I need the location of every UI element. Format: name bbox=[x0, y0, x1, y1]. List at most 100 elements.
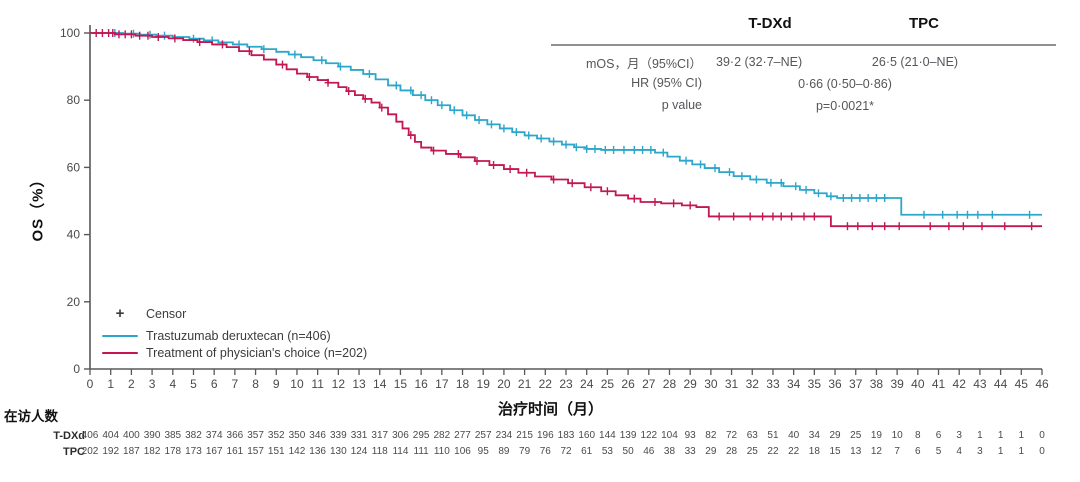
x-tick-label: 15 bbox=[394, 377, 408, 391]
x-tick-label: 3 bbox=[149, 377, 156, 391]
at-risk-value: 339 bbox=[330, 430, 347, 441]
legend-tpc-row: Treatment of physician's choice (n=202) bbox=[102, 345, 367, 361]
censor-plus-icon: + bbox=[115, 305, 125, 322]
x-tick-label: 0 bbox=[87, 377, 94, 391]
at-risk-values-tdxd: 406 404 400 390 385 382 374 366 357 352 350 346 339 3… bbox=[0, 430, 1080, 444]
x-tick-label: 20 bbox=[497, 377, 511, 391]
at-risk-title: 在访人数 bbox=[4, 409, 58, 424]
x-tick-label: 37 bbox=[849, 377, 863, 391]
x-tick-label: 13 bbox=[352, 377, 366, 391]
stats-row1-label: mOS，月（95%CI） bbox=[586, 57, 702, 71]
at-risk-value: 196 bbox=[536, 430, 554, 441]
at-risk-value: 178 bbox=[164, 446, 182, 457]
legend-tpc-label: Treatment of physician's choice (n=202) bbox=[146, 346, 368, 360]
at-risk-value: 1 bbox=[977, 430, 983, 441]
y-tick-label: 20 bbox=[67, 295, 81, 309]
at-risk-value: 95 bbox=[477, 446, 489, 457]
at-risk-value: 22 bbox=[767, 446, 779, 457]
at-risk-value: 79 bbox=[519, 446, 531, 457]
y-tick-label: 100 bbox=[60, 26, 80, 40]
tpc-line-swatch bbox=[102, 351, 138, 355]
at-risk-value: 82 bbox=[705, 430, 717, 441]
at-risk-value: 400 bbox=[123, 430, 140, 441]
legend-censor-row: + Censor bbox=[102, 305, 187, 322]
at-risk-value: 93 bbox=[684, 430, 696, 441]
x-tick-label: 35 bbox=[808, 377, 822, 391]
x-tick-label: 31 bbox=[725, 377, 739, 391]
stats-row3-value: p=0·0021* bbox=[815, 99, 875, 113]
at-risk-value: 104 bbox=[661, 430, 678, 441]
at-risk-value: 22 bbox=[788, 446, 800, 457]
at-risk-value: 33 bbox=[684, 446, 696, 457]
at-risk-value: 346 bbox=[309, 430, 326, 441]
at-risk-value: 89 bbox=[498, 446, 510, 457]
at-risk-value: 110 bbox=[433, 446, 450, 457]
at-risk-value: 295 bbox=[412, 430, 430, 441]
x-tick-label: 5 bbox=[190, 377, 197, 391]
stats-row2-label: HR (95% CI) bbox=[631, 76, 702, 90]
legend-censor-label: Censor bbox=[146, 307, 187, 321]
at-risk-value: 25 bbox=[746, 446, 758, 457]
stats-col-header-tpc: TPC bbox=[909, 15, 939, 32]
at-risk-value: 357 bbox=[247, 430, 264, 441]
at-risk-row-label-tdxd: T-DXd bbox=[53, 430, 85, 442]
at-risk-value: 350 bbox=[288, 430, 306, 441]
at-risk-value: 157 bbox=[247, 446, 264, 457]
at-risk-value: 187 bbox=[123, 446, 140, 457]
at-risk-value: 10 bbox=[891, 430, 903, 441]
at-risk-value: 111 bbox=[413, 446, 429, 457]
x-tick-label: 8 bbox=[252, 377, 259, 391]
at-risk-value: 3 bbox=[956, 430, 962, 441]
x-tick-label: 22 bbox=[539, 377, 553, 391]
x-tick-label: 42 bbox=[953, 377, 967, 391]
x-tick-label: 16 bbox=[414, 377, 428, 391]
at-risk-value: 6 bbox=[935, 430, 942, 441]
at-risk-value: 331 bbox=[350, 430, 368, 441]
at-risk-value: 8 bbox=[915, 430, 921, 441]
at-risk-value: 3 bbox=[977, 446, 983, 457]
x-tick-label: 39 bbox=[890, 377, 904, 391]
x-tick-label: 27 bbox=[642, 377, 656, 391]
x-tick-label: 41 bbox=[932, 377, 946, 391]
at-risk-value: 15 bbox=[829, 446, 841, 457]
at-risk-value: 234 bbox=[495, 430, 513, 441]
at-risk-value: 1 bbox=[997, 430, 1004, 441]
at-risk-value: 106 bbox=[454, 446, 471, 457]
x-tick-label: 30 bbox=[704, 377, 718, 391]
at-risk-value: 40 bbox=[788, 430, 800, 441]
x-tick-label: 7 bbox=[232, 377, 239, 391]
at-risk-value: 34 bbox=[808, 430, 820, 441]
at-risk-value: 202 bbox=[81, 446, 99, 457]
at-risk-value: 366 bbox=[226, 430, 244, 441]
at-risk-value: 1 bbox=[997, 446, 1004, 457]
stats-row2-value: 0·66 (0·50–0·86) bbox=[798, 77, 892, 91]
at-risk-value: 6 bbox=[915, 446, 921, 457]
at-risk-value: 0 bbox=[1039, 430, 1045, 441]
y-axis-title: OS（%） bbox=[29, 171, 47, 242]
x-tick-label: 28 bbox=[663, 377, 677, 391]
stats-row1-tdxd-value: 39·2 (32·7–NE) bbox=[716, 55, 803, 69]
x-tick-label: 32 bbox=[746, 377, 760, 391]
at-risk-value: 7 bbox=[894, 446, 900, 457]
at-risk-value: 317 bbox=[371, 430, 389, 441]
at-risk-value: 282 bbox=[433, 430, 451, 441]
at-risk-value: 382 bbox=[185, 430, 202, 441]
x-tick-label: 11 bbox=[311, 377, 324, 391]
at-risk-values-tpc: 202 192 187 182 178 173 167 161 157 151 142 136 130 1… bbox=[0, 446, 1080, 460]
x-tick-label: 2 bbox=[128, 377, 135, 391]
at-risk-value: 5 bbox=[935, 446, 942, 457]
at-risk-value: 406 bbox=[81, 430, 99, 441]
at-risk-value: 28 bbox=[726, 446, 738, 457]
at-risk-value: 61 bbox=[581, 446, 593, 457]
at-risk-value: 257 bbox=[474, 430, 492, 441]
x-tick-label: 40 bbox=[911, 377, 925, 391]
x-tick-label: 36 bbox=[828, 377, 842, 391]
x-tick-label: 4 bbox=[169, 377, 176, 391]
at-risk-value: 352 bbox=[267, 430, 285, 441]
x-tick-label: 9 bbox=[273, 377, 280, 391]
x-tick-label: 38 bbox=[870, 377, 884, 391]
at-risk-row-label-tpc: TPC bbox=[63, 446, 85, 458]
at-risk-value: 25 bbox=[850, 430, 862, 441]
